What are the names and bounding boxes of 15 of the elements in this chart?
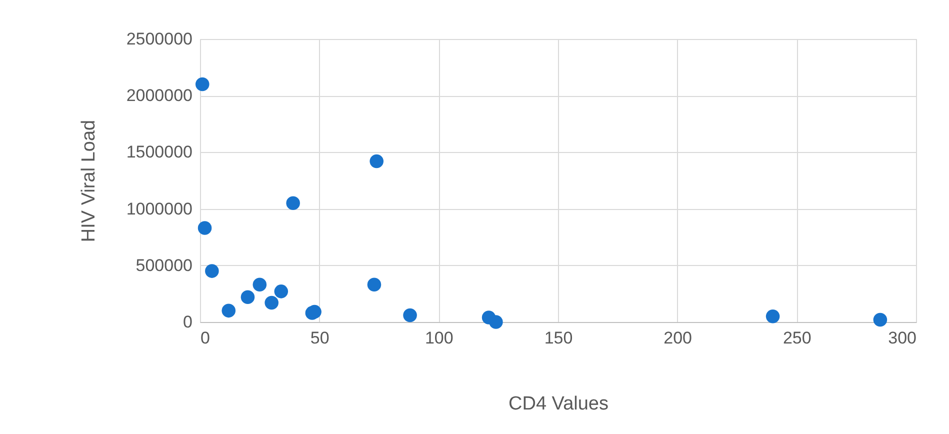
y-tick-label: 2500000 [126, 30, 192, 48]
x-tick-label: 0 [200, 328, 210, 348]
x-tick-label: 250 [782, 328, 812, 348]
y-tick-label: 500000 [136, 256, 192, 275]
x-axis-title: CD4 Values [508, 394, 608, 414]
x-tick-label: 100 [424, 328, 454, 348]
x-tick-label: 300 [888, 328, 916, 348]
x-tick-label: 50 [310, 328, 330, 348]
y-tick-label: 1500000 [126, 142, 192, 162]
x-tick-label: 200 [664, 328, 692, 348]
y-tick-label: 1000000 [126, 199, 192, 218]
y-tick-label: 2000000 [126, 86, 192, 106]
y-tick-label: 0 [183, 312, 192, 332]
y-axis-title: HIV Viral Load [78, 120, 100, 242]
x-tick-label: 150 [544, 328, 573, 348]
